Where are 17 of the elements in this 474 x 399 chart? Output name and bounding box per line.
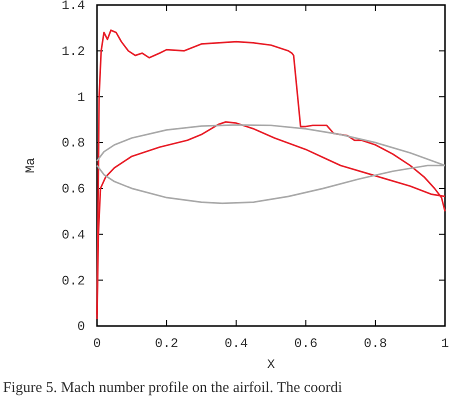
y-tick-label: 0.8 [62, 136, 85, 151]
x-tick-label: 0.2 [154, 336, 178, 352]
x-tick-label: 0.8 [364, 336, 388, 352]
x-tick-label: 0 [93, 336, 101, 352]
y-tick-label: 0 [77, 319, 85, 334]
y-tick-label: 0.2 [62, 273, 85, 288]
y-tick-label: 0.4 [62, 227, 86, 242]
y-tick-label: 1.4 [62, 0, 86, 14]
y-axis-title: Ma [23, 158, 38, 174]
x-axis-title: X [267, 357, 276, 372]
x-tick-label: 0.6 [294, 336, 318, 352]
x-tick-label: 1 [441, 336, 450, 352]
y-tick-label: 0.6 [62, 182, 85, 197]
y-tick-label: 1.2 [62, 44, 85, 60]
y-tick-label: 1 [77, 90, 86, 105]
x-tick-label: 0.4 [224, 336, 248, 352]
caption: Figure 5. Mach number profile on the airfoil. The coordi [3, 380, 342, 396]
